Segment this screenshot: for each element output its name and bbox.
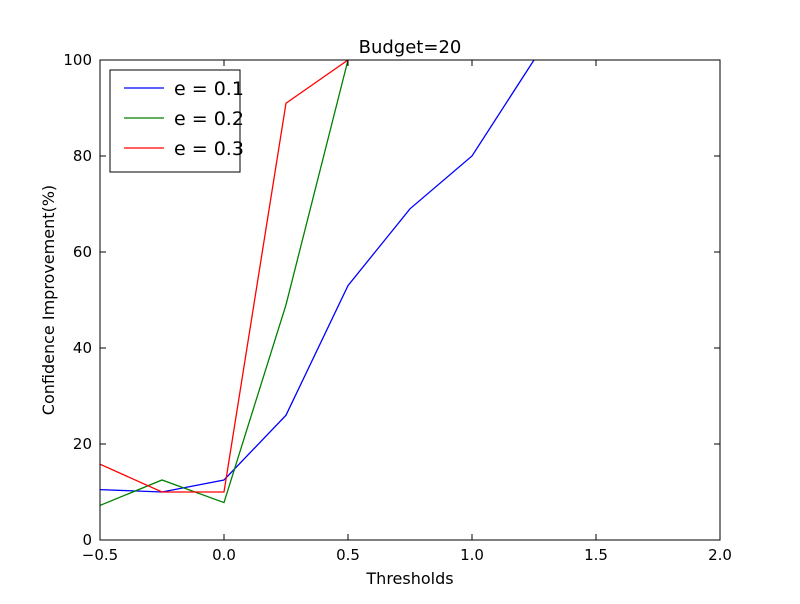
legend-label-1: e = 0.1: [174, 78, 244, 100]
y-tick-label: 100: [63, 51, 92, 69]
plot-frame: [99, 59, 721, 541]
legend: e = 0.1 e = 0.2 e = 0.3: [109, 69, 244, 173]
y-tick-label: 20: [73, 435, 92, 453]
series-line-1: [100, 60, 535, 493]
legend-label-3: e = 0.3: [174, 138, 244, 160]
series-line-2: [100, 60, 349, 507]
x-tick-label: 1.0: [460, 546, 484, 564]
series-layer: [100, 60, 535, 507]
x-tick-label: 2.0: [708, 546, 732, 564]
legend-label-2: e = 0.2: [174, 108, 244, 130]
x-tick-label: 0.5: [336, 546, 360, 564]
labels-layer: −0.5 0.0 0.5 1.0 1.5 2.0 0 20 40 60 80 100: [63, 51, 732, 564]
x-tick-label: −0.5: [82, 546, 118, 564]
series-line-3: [100, 60, 349, 493]
chart-title: Budget=20: [359, 37, 462, 58]
y-tick-label: 80: [73, 147, 92, 165]
y-axis-label: Confidence Improvement(%): [39, 185, 58, 415]
y-tick-label: 40: [73, 339, 92, 357]
legend-box: [109, 69, 241, 173]
y-tick-label: 0: [82, 531, 92, 549]
x-tick-label: 1.5: [584, 546, 608, 564]
x-tick-label: 0.0: [212, 546, 236, 564]
y-tick-label: 60: [73, 243, 92, 261]
x-axis-label: Thresholds: [365, 569, 453, 588]
